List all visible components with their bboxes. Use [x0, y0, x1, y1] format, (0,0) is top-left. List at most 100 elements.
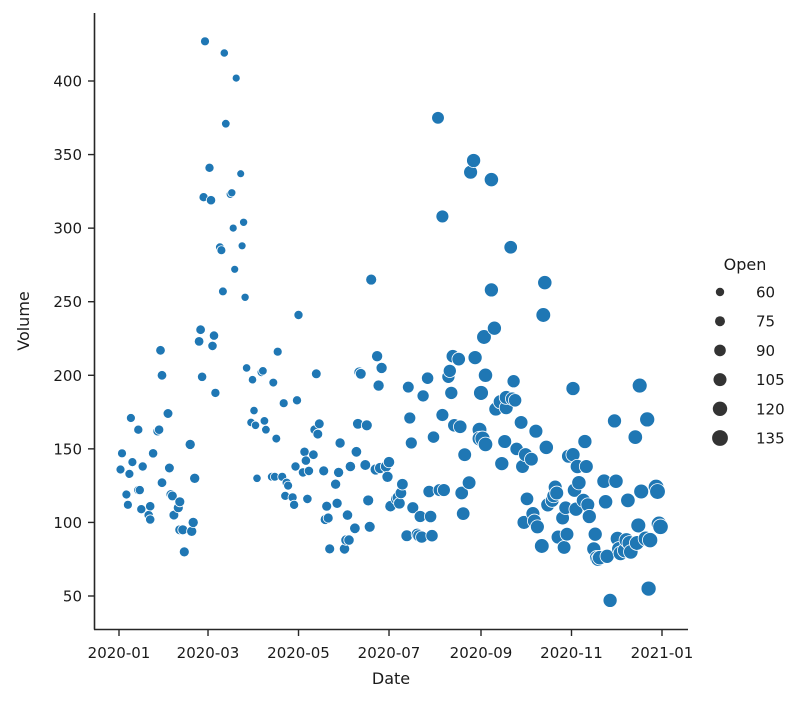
legend-marker-icon — [712, 401, 728, 416]
data-point — [136, 504, 147, 515]
data-point — [331, 497, 343, 509]
data-point — [456, 506, 471, 521]
data-point — [133, 424, 144, 435]
legend-label: 105 — [756, 371, 785, 389]
y-tick-label: 300 — [53, 220, 82, 238]
data-point — [652, 518, 669, 535]
y-tick-label: 400 — [53, 73, 82, 91]
data-point — [565, 381, 581, 396]
data-point — [167, 490, 178, 502]
data-point — [148, 448, 159, 459]
data-point — [300, 455, 311, 466]
data-point — [513, 415, 529, 430]
legend-marker-icon — [715, 316, 725, 327]
data-point — [426, 430, 441, 444]
data-point — [333, 466, 345, 478]
legend-label: 135 — [756, 430, 785, 448]
data-point — [494, 456, 510, 472]
data-point — [195, 324, 206, 335]
data-point — [174, 496, 186, 508]
data-point — [508, 393, 523, 408]
data-point — [577, 434, 593, 449]
legend-label: 75 — [756, 313, 775, 331]
data-point — [178, 546, 190, 558]
data-point — [186, 525, 198, 537]
data-point — [121, 489, 132, 500]
data-point — [289, 499, 300, 510]
data-point — [230, 264, 240, 274]
data-point — [451, 351, 466, 367]
data-point — [442, 363, 457, 378]
data-point — [535, 307, 552, 323]
legend-label: 60 — [756, 284, 775, 302]
legend-marker-icon — [713, 373, 727, 387]
y-tick-label: 100 — [53, 514, 82, 532]
data-point — [437, 483, 451, 497]
legend-title: Open — [724, 255, 767, 274]
data-point — [365, 273, 378, 286]
x-tick-label: 2021-01 — [631, 644, 694, 662]
data-point — [308, 449, 319, 460]
data-point — [293, 310, 304, 320]
data-point — [189, 472, 201, 484]
data-point — [630, 517, 647, 534]
data-point — [404, 436, 418, 450]
x-tick-label: 2020-09 — [450, 644, 513, 662]
data-point — [403, 411, 417, 425]
data-point — [424, 509, 438, 524]
data-point — [117, 448, 127, 459]
data-point — [123, 499, 133, 510]
data-point — [349, 522, 361, 534]
data-point — [208, 330, 220, 341]
data-point — [312, 428, 324, 440]
data-point — [218, 286, 228, 297]
data-point — [271, 433, 282, 444]
data-point — [587, 526, 603, 542]
data-point — [476, 329, 492, 345]
data-point — [598, 494, 614, 510]
data-point — [261, 425, 271, 435]
data-point — [528, 423, 544, 439]
data-point — [250, 420, 261, 430]
data-point — [231, 73, 241, 83]
data-point — [649, 483, 666, 500]
data-point — [360, 419, 373, 432]
data-point — [292, 395, 302, 406]
data-point — [633, 483, 650, 500]
data-point — [258, 366, 268, 376]
data-point — [444, 385, 459, 400]
data-point — [156, 370, 168, 381]
data-point — [477, 367, 494, 383]
data-point — [341, 509, 354, 521]
data-point — [239, 217, 249, 227]
y-tick-label: 50 — [63, 588, 82, 606]
data-point — [454, 485, 469, 501]
data-point — [278, 398, 289, 409]
data-point — [350, 446, 363, 458]
data-point — [268, 377, 279, 388]
data-point — [620, 492, 636, 509]
data-point — [506, 374, 521, 389]
data-point — [115, 464, 126, 475]
data-point — [431, 111, 445, 125]
data-point — [272, 346, 283, 357]
legend: Open 60 75 90 105 120 135 — [712, 255, 785, 448]
data-point — [259, 416, 270, 426]
data-point — [467, 350, 483, 366]
legend-entries: 60 75 90 105 120 135 — [712, 284, 785, 448]
data-point — [503, 240, 518, 255]
data-point — [162, 408, 174, 419]
data-point — [375, 361, 388, 374]
data-point — [416, 389, 430, 403]
data-point — [402, 380, 415, 394]
x-tick-label: 2020-07 — [358, 644, 421, 662]
data-point — [400, 529, 414, 542]
legend-marker-icon — [715, 287, 725, 297]
data-point — [334, 437, 346, 449]
data-point — [421, 371, 435, 385]
data-point — [497, 434, 513, 449]
y-tick-label: 250 — [53, 293, 82, 311]
data-point — [571, 475, 587, 491]
data-point — [435, 408, 450, 422]
